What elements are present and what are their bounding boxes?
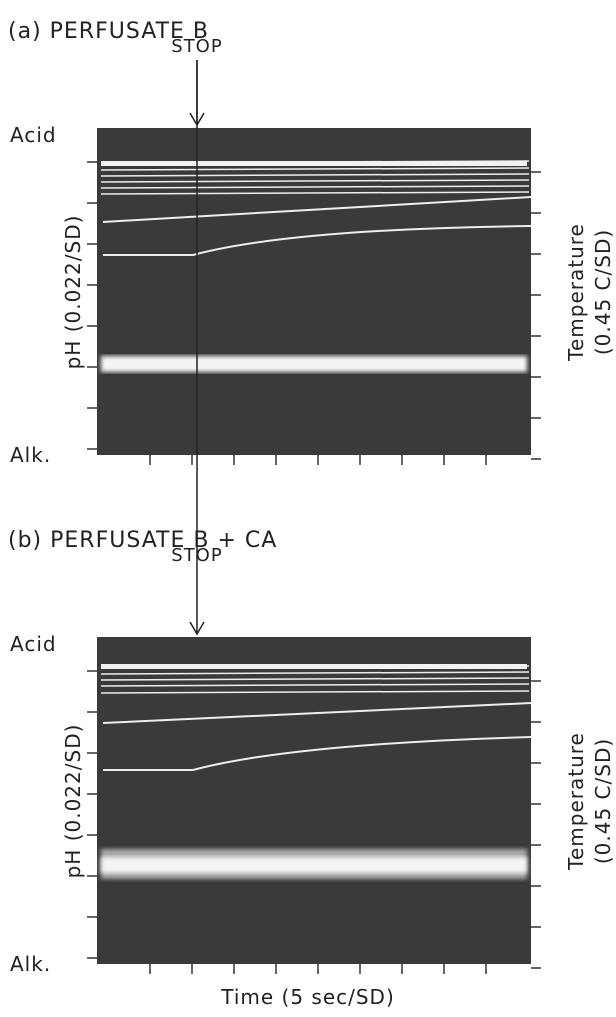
trace [100,671,530,675]
trace [100,677,530,681]
stop-label: STOP [171,36,222,57]
band [101,356,527,372]
trace [102,702,532,724]
trace [103,225,532,256]
band [101,161,527,166]
right-axis-label: Temperature [564,223,588,362]
alk-label: Alk. [10,952,51,976]
trace [100,690,530,694]
right-axis-label: Temperature [564,732,588,871]
trace [103,736,532,771]
trace [100,179,530,183]
left-axis-label: pH (0.022/SD) [61,724,85,879]
stop-arrow [189,60,205,636]
right-axis-label: (0.45 C/SD) [591,738,615,864]
trace [100,167,530,171]
left-axis-label: pH (0.022/SD) [61,215,85,370]
oscilloscope-screen [97,128,531,455]
trace [100,191,530,195]
panel-title: (a) PERFUSATE B [8,19,209,44]
acid-label: Acid [10,123,57,147]
trace [102,196,532,223]
right-axis-label: (0.45 C/SD) [591,229,615,355]
trace [100,185,530,189]
band [101,857,527,873]
panel-title: (b) PERFUSATE B + CA [8,528,277,553]
band [101,664,527,669]
x-axis-label: Time (5 sec/SD) [220,985,395,1009]
trace [100,683,530,687]
acid-label: Acid [10,632,57,656]
trace [100,173,530,177]
alk-label: Alk. [10,443,51,467]
